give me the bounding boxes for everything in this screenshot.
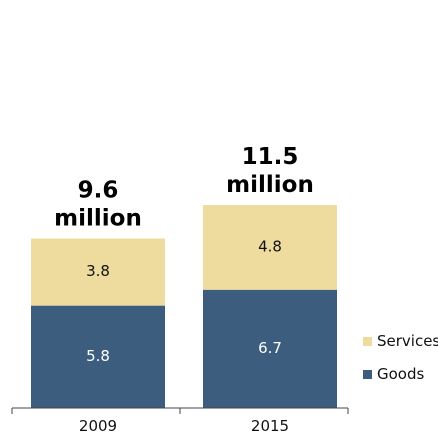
- x-axis-ticks: 2009 2015: [11, 408, 349, 435]
- bars-layer: [31, 205, 337, 408]
- total-unit-2015: million: [226, 172, 314, 198]
- legend-swatch-goods: [363, 370, 372, 379]
- total-unit-2009: million: [54, 206, 142, 232]
- x-tick-label-2009: 2009: [79, 417, 117, 435]
- bar-goods-2009: [31, 305, 165, 408]
- segment-label-services-2009: 3.8: [86, 262, 110, 280]
- legend-swatch-services: [363, 337, 372, 346]
- x-tick-label-2015: 2015: [251, 417, 289, 435]
- legend-label-goods: Goods: [377, 365, 424, 383]
- bar-goods-2015: [203, 289, 337, 408]
- segment-label-services-2015: 4.8: [258, 237, 282, 255]
- segment-label-goods-2015: 6.7: [258, 339, 282, 357]
- bar-services-2015: [203, 205, 337, 290]
- total-value-2009: 9.6: [78, 178, 119, 204]
- legend: Services Goods: [363, 332, 438, 383]
- bar-services-2009: [31, 238, 165, 306]
- segment-label-goods-2009: 5.8: [86, 347, 110, 365]
- legend-label-services: Services: [377, 332, 438, 350]
- total-value-2015: 11.5: [242, 144, 299, 170]
